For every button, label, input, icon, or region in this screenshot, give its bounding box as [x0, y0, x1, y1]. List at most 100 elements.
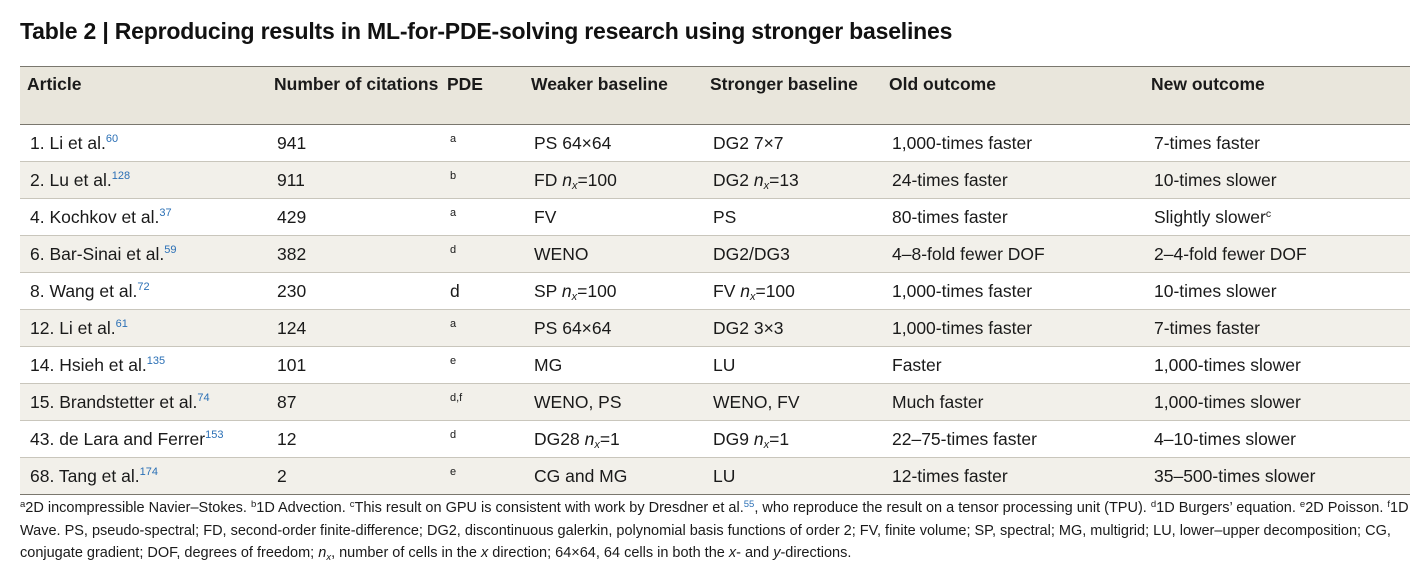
article-name: 43. de Lara and Ferrer: [30, 429, 206, 449]
pde-cell: d: [450, 281, 460, 301]
article-cell: 12. Li et al.61: [20, 310, 267, 347]
citations-cell: 230: [277, 281, 307, 301]
var-subscript: x: [594, 439, 600, 451]
table-row: 1. Li et al.60 941 a PS 64×64 DG2 7×7 1,000-t…: [20, 125, 1410, 162]
var-letter: n: [753, 170, 764, 190]
weaker-baseline-text: FD: [534, 170, 563, 190]
new-outcome-cell: Slightly slowerc: [1144, 199, 1410, 236]
article-reference[interactable]: 128: [111, 170, 131, 182]
footnote-nx-text: , number of cells in the: [331, 545, 481, 561]
col-header-citations: Number of citations: [274, 74, 439, 94]
col-header-old-outcome: Old outcome: [889, 74, 996, 94]
table-footnote: a2D incompressible Navier–Stokes. b1D Ad…: [20, 497, 1412, 565]
new-outcome-cell: 10-times slower: [1144, 162, 1410, 199]
article-reference[interactable]: 37: [159, 207, 172, 219]
old-outcome-cell: 1,000-times faster: [892, 133, 1033, 153]
var-subscript: x: [571, 180, 578, 192]
weaker-baseline-cell: FD nx=100: [524, 162, 703, 199]
article-reference[interactable]: 59: [164, 244, 177, 256]
table-row: 15. Brandstetter et al.74 87 d,f WENO, PS WE…: [20, 383, 1410, 421]
weaker-baseline-text: PS 64×64: [534, 133, 612, 153]
weaker-baseline-var: nx: [562, 281, 578, 303]
stronger-baseline-cell: LU: [703, 458, 882, 495]
table-row: 12. Li et al.61 124 a PS 64×64 DG2 3×3 1,000-…: [20, 309, 1410, 347]
article-cell: 6. Bar-Sinai et al.59: [20, 236, 267, 273]
article-cell: 8. Wang et al.72: [20, 273, 267, 310]
weaker-baseline-cell: WENO, PS: [524, 384, 703, 421]
table-row: 6. Bar-Sinai et al.59 382 d WENO DG2/DG3 4–8-…: [20, 235, 1410, 273]
article-cell: 15. Brandstetter et al.74: [20, 384, 267, 421]
footnote-e-text: 2D Poisson.: [1305, 500, 1388, 516]
footnote-c-reference[interactable]: 55: [743, 499, 755, 510]
article-reference[interactable]: 74: [197, 392, 210, 404]
citations-cell: 87: [277, 392, 297, 412]
var-subscript: x: [571, 291, 578, 303]
stronger-baseline-cell: DG2 nx=13: [703, 162, 882, 199]
article-reference[interactable]: 174: [139, 466, 158, 478]
article-reference[interactable]: 61: [115, 318, 128, 330]
stronger-baseline-cell: WENO, FV: [703, 384, 882, 421]
article-name: 8. Wang et al.: [30, 281, 138, 301]
old-outcome-cell: 12-times faster: [892, 466, 1008, 486]
table-row: 2. Lu et al.128 911 b FD nx=100 DG2 nx=13 24-…: [20, 161, 1410, 199]
table-row: 4. Kochkov et al.37 429 a FV PS 80-times fast…: [20, 199, 1410, 236]
stronger-baseline-text: DG2/DG3: [713, 244, 790, 264]
citations-cell: 941: [277, 133, 307, 153]
col-header-stronger-baseline: Stronger baseline: [710, 74, 858, 94]
new-outcome-text: 4–10-times slower: [1154, 429, 1296, 449]
stronger-baseline-cell: DG2 3×3: [703, 310, 882, 347]
citations-cell: 124: [277, 318, 307, 338]
stronger-baseline-cell: PS: [703, 199, 882, 236]
weaker-baseline-var: nx: [562, 170, 578, 192]
weaker-baseline-cell: WENO: [524, 236, 703, 273]
footnote-nx-var: n: [318, 545, 327, 561]
var-letter: n: [753, 429, 764, 449]
article-reference[interactable]: 153: [205, 429, 224, 441]
table-row: 14. Hsieh et al.135 101 e MG LU Faster 1,000-t…: [20, 347, 1410, 384]
footnote-xy-x: x: [728, 545, 737, 561]
citations-cell: 2: [277, 466, 287, 486]
stronger-baseline-text: DG2 7×7: [713, 133, 784, 153]
new-outcome-cell: 4–10-times slower: [1144, 421, 1410, 458]
article-name: 68. Tang et al.: [30, 466, 140, 486]
weaker-baseline-cell: PS 64×64: [524, 310, 703, 347]
stronger-baseline-value: =100: [755, 281, 795, 301]
footnote-mark-c: c: [349, 499, 355, 510]
weaker-baseline-text: FV: [534, 207, 557, 227]
var-letter: n: [584, 429, 595, 449]
weaker-baseline-text: CG and MG: [534, 466, 628, 486]
article-name: 15. Brandstetter et al.: [30, 392, 198, 412]
stronger-baseline-text: DG2: [713, 170, 754, 190]
weaker-baseline-cell: PS 64×64: [524, 125, 703, 162]
article-reference[interactable]: 135: [146, 355, 166, 367]
article-name: 4. Kochkov et al.: [30, 207, 160, 227]
stronger-baseline-var: nx: [740, 281, 755, 303]
new-outcome-cell: 2–4-fold fewer DOF: [1144, 236, 1410, 273]
weaker-baseline-var: nx: [584, 429, 600, 451]
old-outcome-cell: 22–75-times faster: [892, 429, 1037, 449]
weaker-baseline-cell: FV: [524, 199, 703, 236]
pde-cell: a: [450, 318, 457, 330]
stronger-baseline-cell: DG9 nx=1: [703, 421, 882, 458]
footnote-nx-sub: x: [326, 552, 332, 563]
var-subscript: x: [763, 439, 770, 451]
old-outcome-cell: 24-times faster: [892, 170, 1008, 190]
footnote-xy-y: y: [773, 545, 781, 561]
weaker-baseline-text: MG: [534, 355, 563, 375]
stronger-baseline-text: PS: [713, 207, 737, 227]
results-table: Article Number of citations PDE Weaker b…: [20, 66, 1410, 495]
article-reference[interactable]: 60: [105, 133, 119, 145]
stronger-baseline-text: FV: [713, 281, 741, 301]
weaker-baseline-text: WENO: [534, 244, 589, 264]
footnote-a-text: 2D incompressible Navier–Stokes.: [25, 500, 251, 516]
pde-cell: d: [450, 244, 457, 256]
stronger-baseline-text: DG2 3×3: [713, 318, 784, 338]
article-name: 12. Li et al.: [30, 318, 116, 338]
new-outcome-cell: 1,000-times slower: [1144, 384, 1410, 421]
article-cell: 14. Hsieh et al.135: [20, 347, 267, 384]
citations-cell: 911: [277, 170, 305, 190]
article-name: 1. Li et al.: [30, 133, 106, 153]
new-outcome-text: 1,000-times slower: [1154, 392, 1301, 412]
col-header-new-outcome: New outcome: [1151, 74, 1265, 94]
article-reference[interactable]: 72: [137, 281, 150, 293]
